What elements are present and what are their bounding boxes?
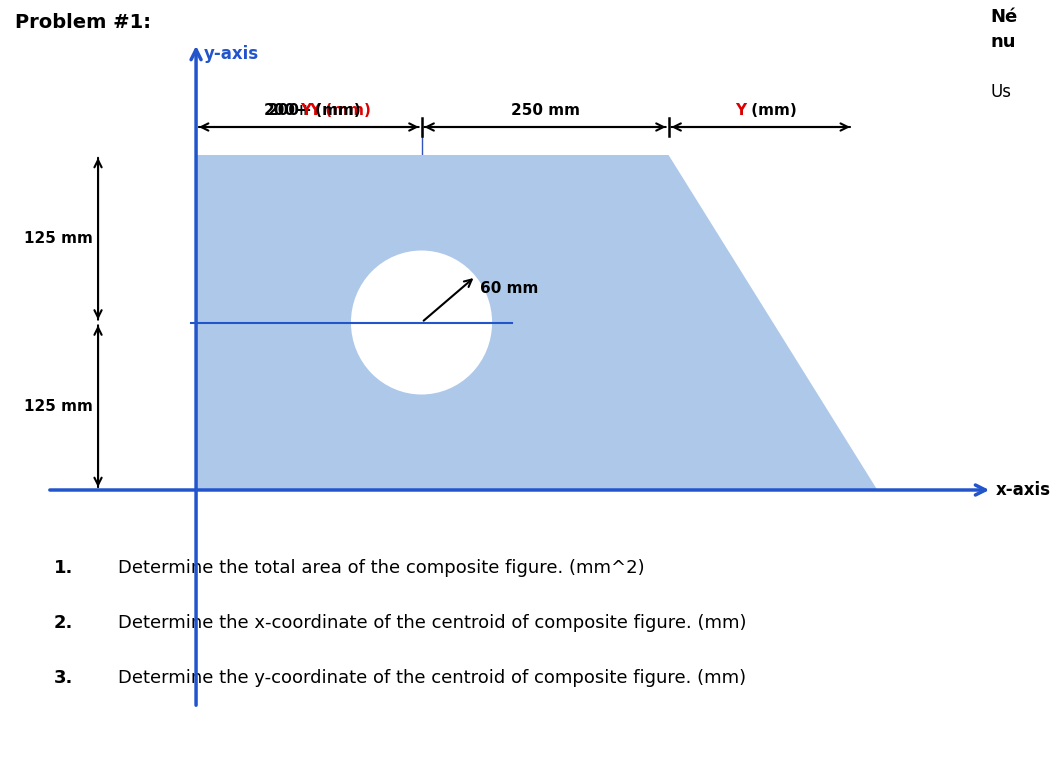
Text: Determine the x-coordinate of the centroid of composite figure. (mm): Determine the x-coordinate of the centro… [118,614,746,632]
Text: 3.: 3. [54,669,73,687]
Text: 1.: 1. [54,559,73,577]
Polygon shape [196,155,878,490]
Text: y-axis: y-axis [204,45,259,63]
Text: Problem #1:: Problem #1: [15,13,151,32]
Text: Y: Y [300,103,311,118]
Text: 125 mm: 125 mm [24,231,93,246]
Text: Determine the y-coordinate of the centroid of composite figure. (mm): Determine the y-coordinate of the centro… [118,669,746,687]
Text: Y: Y [735,103,746,118]
Text: 60 mm: 60 mm [480,282,538,296]
Text: 200+: 200+ [264,103,308,118]
Text: 250 mm: 250 mm [511,103,580,118]
Text: 200+: 200+ [267,103,313,118]
Text: 125 mm: 125 mm [24,399,93,414]
Text: (mm): (mm) [310,103,360,118]
Circle shape [351,250,492,394]
Text: Determine the total area of the composite figure. (mm^2): Determine the total area of the composit… [118,559,644,577]
Text: 2.: 2. [54,614,73,632]
Text: Né: Né [990,8,1018,26]
Text: x-axis: x-axis [996,481,1050,499]
Text: (mm): (mm) [746,103,797,118]
Text: Uѕ: Uѕ [990,83,1011,101]
Text: nu: nu [990,33,1015,51]
Text: Y (mm): Y (mm) [308,103,371,118]
